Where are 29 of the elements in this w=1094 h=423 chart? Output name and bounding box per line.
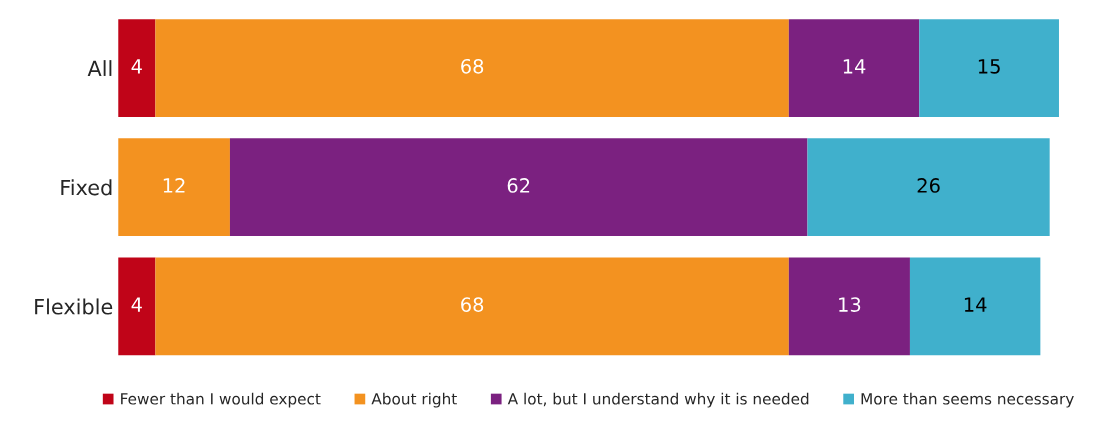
data-label: 15 [978, 59, 1000, 74]
data-label: 26 [917, 178, 940, 193]
data-label: 68 [461, 297, 484, 312]
data-label: 62 [507, 178, 530, 193]
bar [229, 138, 808, 237]
data-label: 14 [843, 59, 866, 74]
data-label: 4 [131, 297, 142, 312]
legend-label: Fewer than I would expect [121, 392, 321, 408]
bar [118, 19, 156, 117]
y-tick-label: Flexible [35, 298, 113, 315]
legend-label: About right [371, 392, 457, 408]
legend-label: More than seems necessary [861, 392, 1074, 408]
bar [807, 138, 1050, 237]
data-label: 13 [839, 297, 861, 312]
legend-label: A lot, but I understand why it is needed [507, 392, 809, 408]
bar [155, 19, 789, 117]
y-tick-label: All [87, 60, 112, 76]
data-label: 14 [964, 297, 987, 312]
bar [788, 257, 910, 356]
bar [909, 257, 1041, 356]
bar [118, 257, 156, 356]
bar [788, 19, 920, 117]
data-label: 12 [163, 178, 185, 193]
bar [155, 257, 789, 356]
bar [118, 138, 230, 237]
data-label: 4 [131, 59, 142, 74]
data-label: 68 [461, 58, 484, 74]
y-tick-label: Fixed [61, 179, 112, 196]
bar [919, 19, 1059, 117]
